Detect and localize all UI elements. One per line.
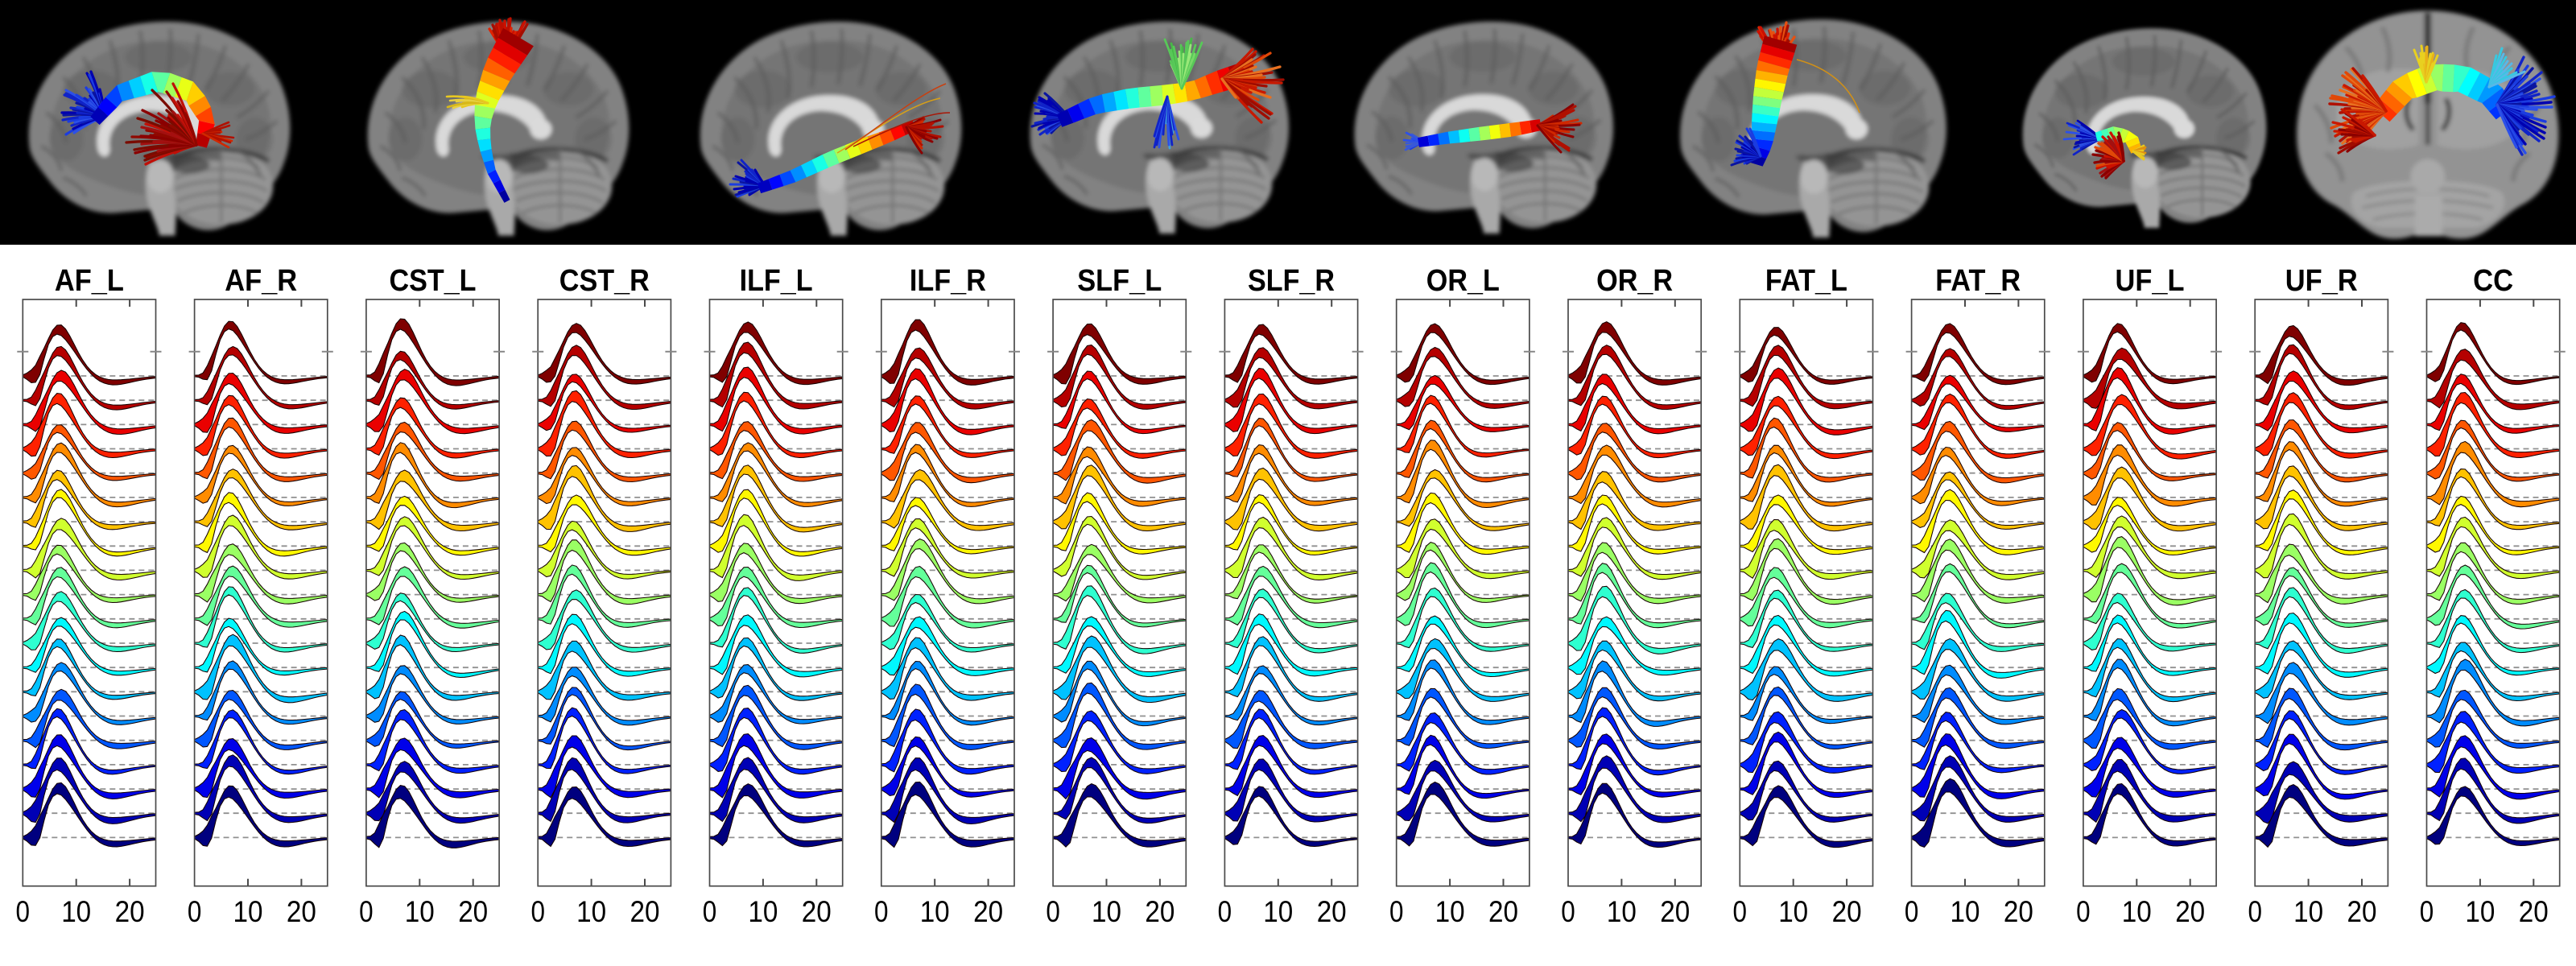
svg-text:10: 10 (1778, 894, 1808, 928)
svg-text:20: 20 (115, 894, 145, 928)
svg-text:SLF_L: SLF_L (1077, 264, 1162, 298)
svg-text:20: 20 (630, 894, 660, 928)
svg-text:0: 0 (2248, 894, 2262, 928)
svg-text:0: 0 (1905, 894, 1919, 928)
svg-text:0: 0 (2076, 894, 2091, 928)
svg-text:20: 20 (1832, 894, 1862, 928)
svg-text:10: 10 (233, 894, 263, 928)
svg-text:20: 20 (2519, 894, 2549, 928)
svg-text:0: 0 (188, 894, 202, 928)
svg-text:AF_R: AF_R (225, 264, 297, 298)
svg-text:20: 20 (2175, 894, 2205, 928)
svg-text:FAT_R: FAT_R (1935, 264, 2021, 298)
svg-text:0: 0 (16, 894, 31, 928)
svg-text:0: 0 (530, 894, 545, 928)
svg-text:10: 10 (576, 894, 606, 928)
svg-text:0: 0 (2420, 894, 2434, 928)
svg-text:20: 20 (1317, 894, 1347, 928)
svg-text:10: 10 (1607, 894, 1637, 928)
svg-text:FAT_L: FAT_L (1765, 264, 1847, 298)
svg-text:0: 0 (1389, 894, 1404, 928)
svg-text:20: 20 (2004, 894, 2033, 928)
svg-text:20: 20 (1488, 894, 1518, 928)
svg-text:10: 10 (1435, 894, 1465, 928)
svg-text:10: 10 (1092, 894, 1121, 928)
svg-text:SLF_R: SLF_R (1248, 264, 1335, 298)
svg-text:UF_R: UF_R (2285, 264, 2358, 298)
svg-text:10: 10 (405, 894, 435, 928)
svg-text:20: 20 (802, 894, 832, 928)
svg-text:20: 20 (458, 894, 488, 928)
svg-text:20: 20 (1660, 894, 1690, 928)
svg-text:0: 0 (703, 894, 717, 928)
svg-text:0: 0 (1733, 894, 1748, 928)
svg-text:10: 10 (920, 894, 950, 928)
svg-text:10: 10 (2293, 894, 2323, 928)
svg-text:10: 10 (748, 894, 778, 928)
svg-text:10: 10 (1951, 894, 1980, 928)
svg-text:0: 0 (1218, 894, 1232, 928)
svg-text:20: 20 (2347, 894, 2377, 928)
svg-text:20: 20 (1145, 894, 1174, 928)
svg-text:OR_L: OR_L (1426, 264, 1500, 298)
svg-text:ILF_R: ILF_R (910, 264, 986, 298)
svg-text:20: 20 (287, 894, 316, 928)
svg-text:10: 10 (1263, 894, 1293, 928)
svg-text:CC: CC (2473, 264, 2513, 298)
svg-text:AF_L: AF_L (55, 264, 124, 298)
svg-text:CST_L: CST_L (390, 264, 477, 298)
svg-text:0: 0 (1046, 894, 1060, 928)
svg-text:10: 10 (2122, 894, 2152, 928)
svg-text:10: 10 (2465, 894, 2495, 928)
svg-text:20: 20 (973, 894, 1003, 928)
svg-text:ILF_L: ILF_L (740, 264, 813, 298)
svg-text:0: 0 (874, 894, 889, 928)
svg-text:OR_R: OR_R (1596, 264, 1673, 298)
svg-text:0: 0 (359, 894, 374, 928)
svg-text:0: 0 (1561, 894, 1575, 928)
svg-text:CST_R: CST_R (559, 264, 650, 298)
svg-text:10: 10 (61, 894, 91, 928)
svg-text:UF_L: UF_L (2116, 264, 2185, 298)
